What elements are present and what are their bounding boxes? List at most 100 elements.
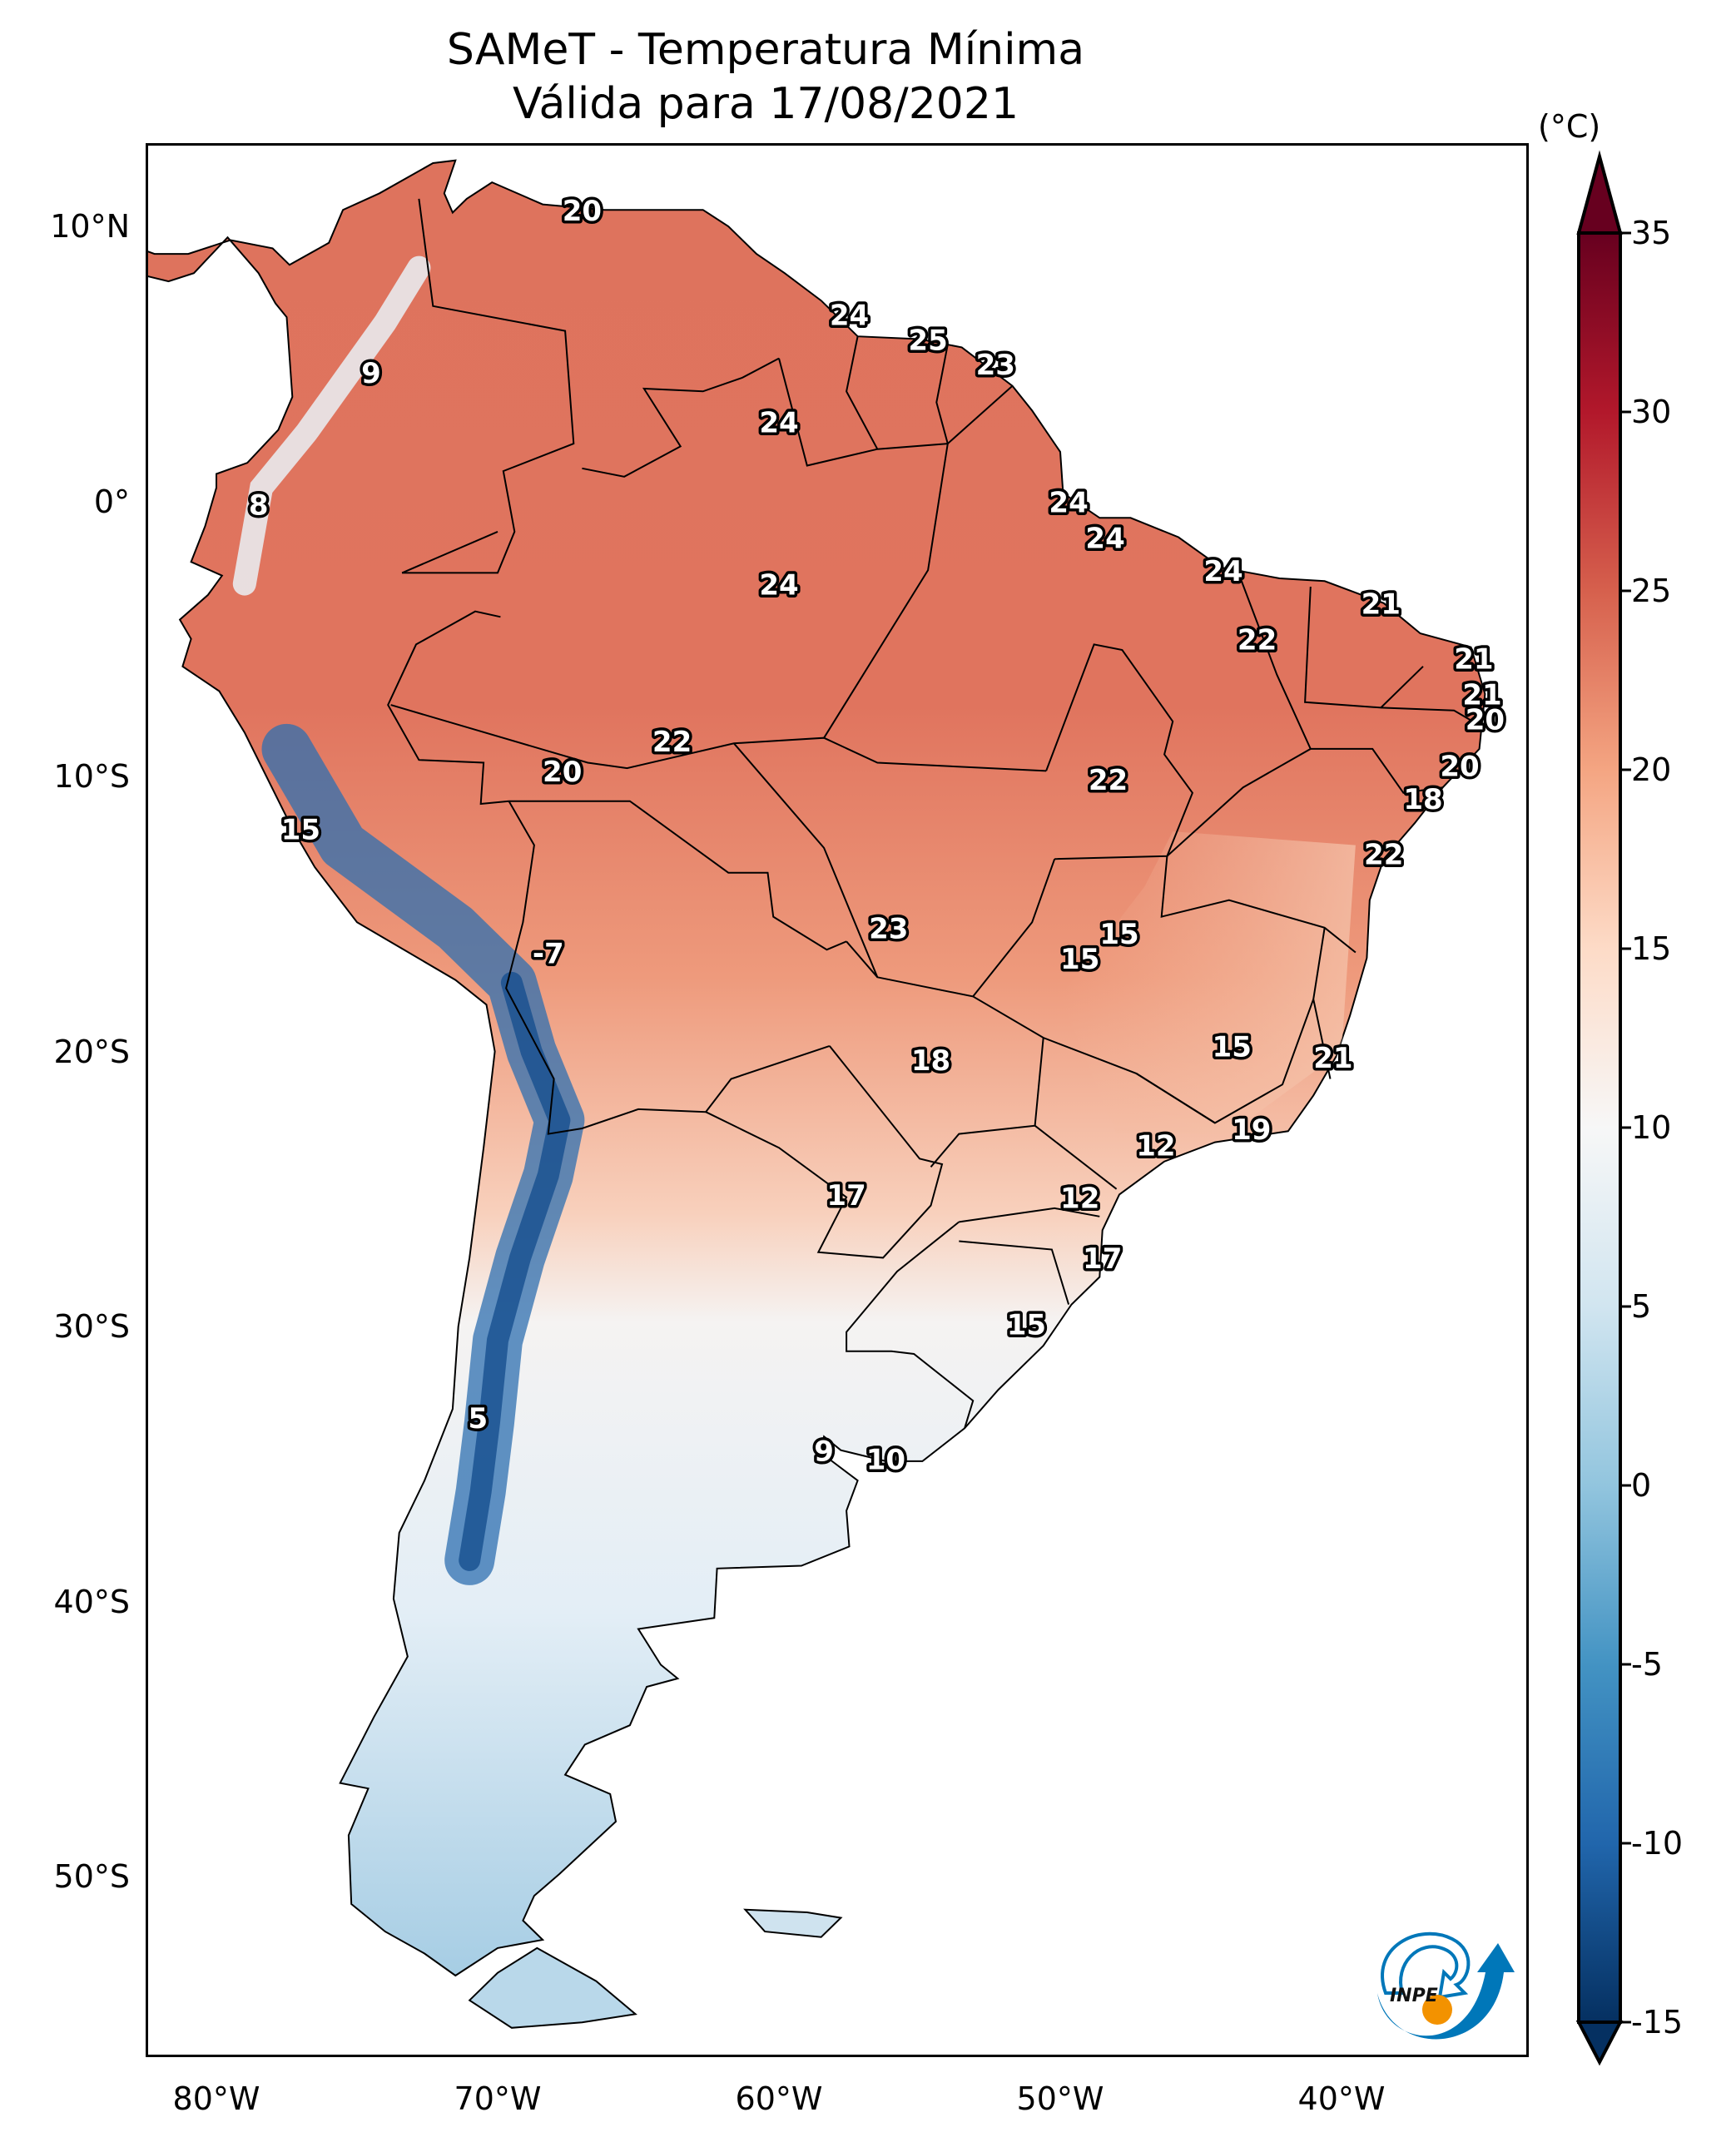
temperature-value-label: 24 [830,300,869,333]
latitude-tick-label: 10°S [53,758,130,795]
colorbar-tick-label: 25 [1631,573,1672,609]
longitude-tick-label: 50°W [1016,2080,1104,2117]
colorbar-tick-label: 5 [1631,1288,1652,1325]
colorbar-tick-label: 15 [1631,930,1672,967]
temperature-value-label: 24 [1049,486,1088,519]
border-line [705,1045,944,1259]
colorbar-unit-label: (°C) [1538,108,1601,145]
logo-arrow-swoosh [1377,1943,1515,2040]
border-line [1135,999,1315,1124]
colorbar-tick-label: 30 [1631,394,1672,430]
inpe-logo: INPE [1377,1931,1515,2040]
map-axes: 20 9 8 24 25 23 24 24 24 24 24 22 21 21 21 20 20 18 22 22 20… [146,143,1529,2057]
colorbar-tick-label: -15 [1631,2004,1684,2040]
colorbar-tick-marks [1620,231,1631,2024]
temperature-value-label: 9 [361,357,381,390]
temperature-value-label: 12 [1060,1183,1099,1216]
logo-text: INPE [1390,1986,1438,2006]
temperature-value-label: 20 [563,195,602,228]
colorbar-tick-label: 35 [1631,215,1672,251]
temperature-value-label: 17 [826,1179,866,1212]
temperature-value-label: 25 [908,324,947,357]
latitude-tick-label: 40°S [53,1583,130,1620]
land-temperature-field [148,159,1486,2029]
colorbar-extend-min-arrow [1575,2021,1624,2066]
temperature-value-label: 17 [1083,1242,1122,1276]
latitude-tick-label: 10°N [50,208,130,245]
temperature-value-label: 23 [869,913,908,946]
colorbar-tick-label: -10 [1631,1825,1684,1862]
temperature-value-label: 24 [1085,522,1124,555]
chart-subtitle: Válida para 17/08/2021 [512,79,1019,129]
border-line [935,344,949,444]
country-state-borders [387,198,1483,1429]
border-line [846,335,879,450]
temperature-value-label: 21 [1462,679,1501,712]
temperature-value-label: 23 [976,349,1015,382]
border-line [582,357,780,478]
border-line [1045,643,1194,860]
temperature-value-label: 22 [1089,764,1128,797]
temperature-value-label: 24 [759,407,798,440]
andes-cold-band-core [459,971,571,1571]
northern-andes-cool-band [232,255,431,596]
temperature-value-label: 15 [1213,1031,1252,1064]
temperature-value-label: 19 [1232,1113,1271,1147]
temperature-value-label: 24 [759,569,798,602]
border-line [1034,1124,1118,1190]
temperature-value-label: 8 [249,489,269,523]
logo-swirl-outline [1381,1931,1471,2000]
border-line [505,801,831,1135]
border-line [823,443,949,739]
border-line [959,1240,1070,1305]
tierra-del-fuego [468,1946,637,2029]
logo-orange-sun [1422,1995,1452,2025]
border-line [972,858,1056,998]
temperature-value-label: 20 [543,756,582,789]
temperature-value-label: 22 [1364,838,1403,871]
chart-title: SAMeT - Temperatura Mínima [446,25,1085,75]
temperature-value-label: 22 [652,726,692,759]
falkland-islands [743,1908,843,1938]
colorbar-tick-label: -5 [1631,1646,1663,1683]
longitude-tick-label: 70°W [454,2080,542,2117]
temperature-value-label: 18 [1403,783,1442,816]
border-line [1381,707,1483,728]
temperature-value-label: 22 [1238,624,1277,657]
border-line [846,1221,975,1429]
temperature-value-label: 21 [1362,588,1401,622]
temperature-value-label: 12 [1136,1130,1175,1163]
latitude-tick-label: 30°S [53,1308,130,1345]
longitude-tick-label: 60°W [735,2080,823,2117]
colorbar-tick-label: 10 [1631,1109,1672,1146]
colorbar [1575,150,1631,2066]
border-line [1160,855,1357,954]
temperature-value-label: 15 [1060,943,1099,976]
border-line [402,198,575,574]
border-line [846,940,879,978]
latitude-tick-label: 20°S [53,1033,130,1070]
border-line [387,610,509,806]
temperature-value-label: 15 [281,814,320,847]
latitude-tick-label: 0° [93,483,130,520]
border-line [1310,747,1443,794]
longitude-tick-label: 40°W [1297,2080,1386,2117]
colorbar-tick-label: 20 [1631,751,1672,788]
temperature-value-label: 20 [1440,751,1479,784]
border-line [778,358,1014,467]
temperature-value-label: 20 [1466,703,1505,736]
temperature-value-label: 15 [1099,918,1138,951]
border-line [508,800,847,951]
colorbar-tick-label: 0 [1631,1467,1652,1504]
temperature-value-label: 15 [1007,1309,1046,1342]
border-line [930,1037,1044,1168]
temperature-value-label: 18 [911,1044,950,1078]
colorbar-extend-max-arrow [1576,150,1623,235]
border-line [959,1207,1100,1223]
longitude-tick-label: 80°W [172,2080,260,2117]
temperature-value-label: 5 [468,1402,488,1435]
colorbar-gradient [1577,231,1622,2024]
temperature-value-label: -7 [533,937,564,970]
